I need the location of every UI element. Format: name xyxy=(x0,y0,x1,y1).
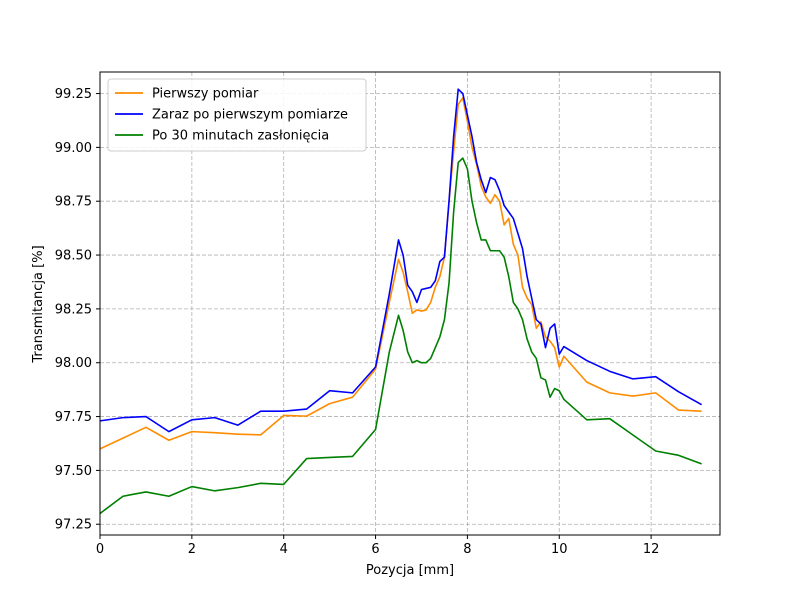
y-tick-label: 98.50 xyxy=(55,249,92,264)
series-line-2 xyxy=(99,88,703,433)
grid-lines xyxy=(99,72,720,535)
legend-box xyxy=(107,78,367,152)
plot-frame xyxy=(99,71,721,536)
y-tick-label: 97.25 xyxy=(55,518,92,533)
series-lines xyxy=(99,88,703,515)
y-tick-label: 98.75 xyxy=(55,195,92,210)
y-tick-label: 99.25 xyxy=(55,87,92,102)
y-tick-label: 98.00 xyxy=(55,356,92,371)
x-tick-label: 10 xyxy=(551,542,568,557)
y-tick-label: 97.75 xyxy=(55,410,92,425)
legend-label: Po 30 minutach zasłonięcia xyxy=(152,129,329,144)
x-tick-label: 0 xyxy=(96,542,104,557)
x-tick-label: 8 xyxy=(463,542,471,557)
y-axis-label: Transmitancja [%] xyxy=(31,245,46,363)
y-tick-label: 98.25 xyxy=(55,302,92,317)
x-tick-label: 4 xyxy=(280,542,288,557)
x-tick-label: 12 xyxy=(643,542,660,557)
x-axis-label: Pozycja [mm] xyxy=(366,563,454,578)
y-tick-label: 97.50 xyxy=(55,464,92,479)
y-axis-ticks: 97.25 97.50 97.75 98.00 98.25 98.50 98.75 99.00… xyxy=(55,87,100,533)
legend-label: Zaraz po pierwszym pomiarze xyxy=(152,108,348,123)
legend: Pierwszy pomiar Zaraz po pierwszym pomiar… xyxy=(107,78,367,152)
x-tick-label: 6 xyxy=(371,542,379,557)
legend-label: Pierwszy pomiar xyxy=(152,87,259,102)
series-line-3 xyxy=(99,157,702,515)
x-tick-label: 2 xyxy=(188,542,196,557)
series-line-1 xyxy=(99,97,702,450)
y-tick-label: 99.00 xyxy=(55,141,92,156)
x-axis-ticks: 0 2 4 6 8 10 12 xyxy=(96,535,660,557)
